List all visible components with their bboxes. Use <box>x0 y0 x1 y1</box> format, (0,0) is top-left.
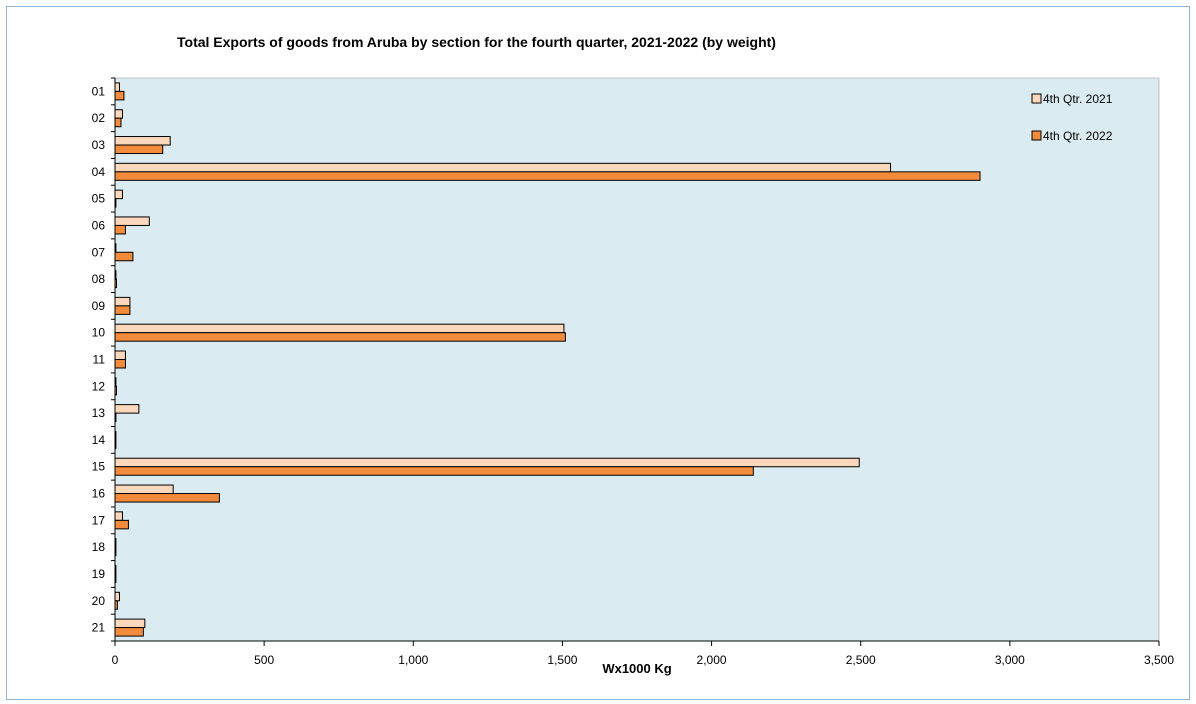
y-tick-label: 21 <box>92 621 106 635</box>
bar-05-series-1 <box>114 189 123 200</box>
x-tick-label: 3,500 <box>1144 653 1174 667</box>
y-tick-label: 03 <box>92 138 106 152</box>
y-tick-label: 10 <box>92 326 106 340</box>
y-tick-label: 19 <box>92 567 106 581</box>
y-tick-label: 02 <box>92 111 106 125</box>
bar-01-series-1 <box>114 82 120 92</box>
bar-04-series-2 <box>114 171 981 181</box>
y-tick-label: 06 <box>92 218 106 232</box>
bar-03-series-2 <box>114 144 164 155</box>
y-tick-label: 08 <box>92 272 106 286</box>
x-tick-label: 1,000 <box>398 653 428 667</box>
axes-group <box>111 77 1160 646</box>
bar-15-series-1 <box>114 457 860 468</box>
x-tick-label: 2,500 <box>846 653 876 667</box>
bar-11-series-1 <box>114 350 126 360</box>
legend: 4th Qtr. 2021 4th Qtr. 2022 <box>1031 92 1113 143</box>
bar-02-series-2 <box>114 117 122 128</box>
chart-frame: Total Exports of goods from Aruba by sec… <box>6 6 1190 700</box>
y-tick-label: 17 <box>92 513 106 527</box>
bar-17-series-2 <box>114 519 129 530</box>
y-tick-label: 20 <box>92 594 106 608</box>
y-tick-labels: 01 02 03 04 05 06 07 08 09 10 11 12 13 14 15 16 17 18 19 20… <box>92 84 106 634</box>
legend-swatch-series-1 <box>1031 93 1042 104</box>
bar-16-series-1 <box>114 484 174 495</box>
bar-21-series-2 <box>114 627 144 637</box>
bar-17-series-1 <box>114 511 123 521</box>
bar-21-series-1 <box>114 618 146 629</box>
bar-02-series-1 <box>114 109 123 119</box>
y-tick-label: 16 <box>92 487 106 501</box>
x-axis-title: Wx1000 Kg <box>602 661 671 676</box>
bar-03-series-1 <box>114 136 171 146</box>
legend-label-series-1: 4th Qtr. 2021 <box>1043 92 1113 106</box>
plot-area <box>114 77 1160 642</box>
bar-10-series-2 <box>114 332 566 342</box>
bar-01-series-2 <box>114 90 125 101</box>
bar-09-series-1 <box>114 296 131 307</box>
bar-11-series-2 <box>114 359 126 369</box>
bars-group <box>114 82 981 637</box>
bar-10-series-1 <box>114 323 565 334</box>
y-tick-label: 15 <box>92 460 106 474</box>
x-tick-label: 3,000 <box>995 653 1025 667</box>
x-tick-labels: 0 500 1,000 1,500 2,000 2,500 3,000 3,500 <box>112 653 1175 667</box>
chart-svg: Total Exports of goods from Aruba by sec… <box>92 34 1175 676</box>
bar-06-series-2 <box>114 224 126 235</box>
y-tick-label: 13 <box>92 406 106 420</box>
bar-15-series-2 <box>114 466 754 476</box>
bar-09-series-2 <box>114 305 131 315</box>
y-tick-label: 14 <box>92 433 106 447</box>
x-tick-label: 1,500 <box>547 653 577 667</box>
x-tick-label: 0 <box>112 653 119 667</box>
y-tick-label: 18 <box>92 540 106 554</box>
chart-title: Total Exports of goods from Aruba by sec… <box>177 34 776 50</box>
y-tick-label: 01 <box>92 84 106 98</box>
bar-16-series-2 <box>114 493 220 503</box>
bar-20-series-1 <box>114 591 120 602</box>
y-tick-label: 04 <box>92 165 106 179</box>
y-tick-label: 11 <box>93 353 106 367</box>
bar-04-series-1 <box>114 162 892 173</box>
legend-swatch-series-2 <box>1031 130 1042 141</box>
bar-07-series-2 <box>114 251 134 262</box>
y-tick-label: 07 <box>92 245 106 259</box>
bar-13-series-1 <box>114 404 140 414</box>
bar-06-series-1 <box>114 216 150 226</box>
y-tick-label: 09 <box>92 299 106 313</box>
y-tick-label: 12 <box>92 379 106 393</box>
legend-label-series-2: 4th Qtr. 2022 <box>1043 129 1113 143</box>
x-tick-label: 2,000 <box>697 653 727 667</box>
x-tick-label: 500 <box>254 653 274 667</box>
y-tick-label: 05 <box>92 192 106 206</box>
